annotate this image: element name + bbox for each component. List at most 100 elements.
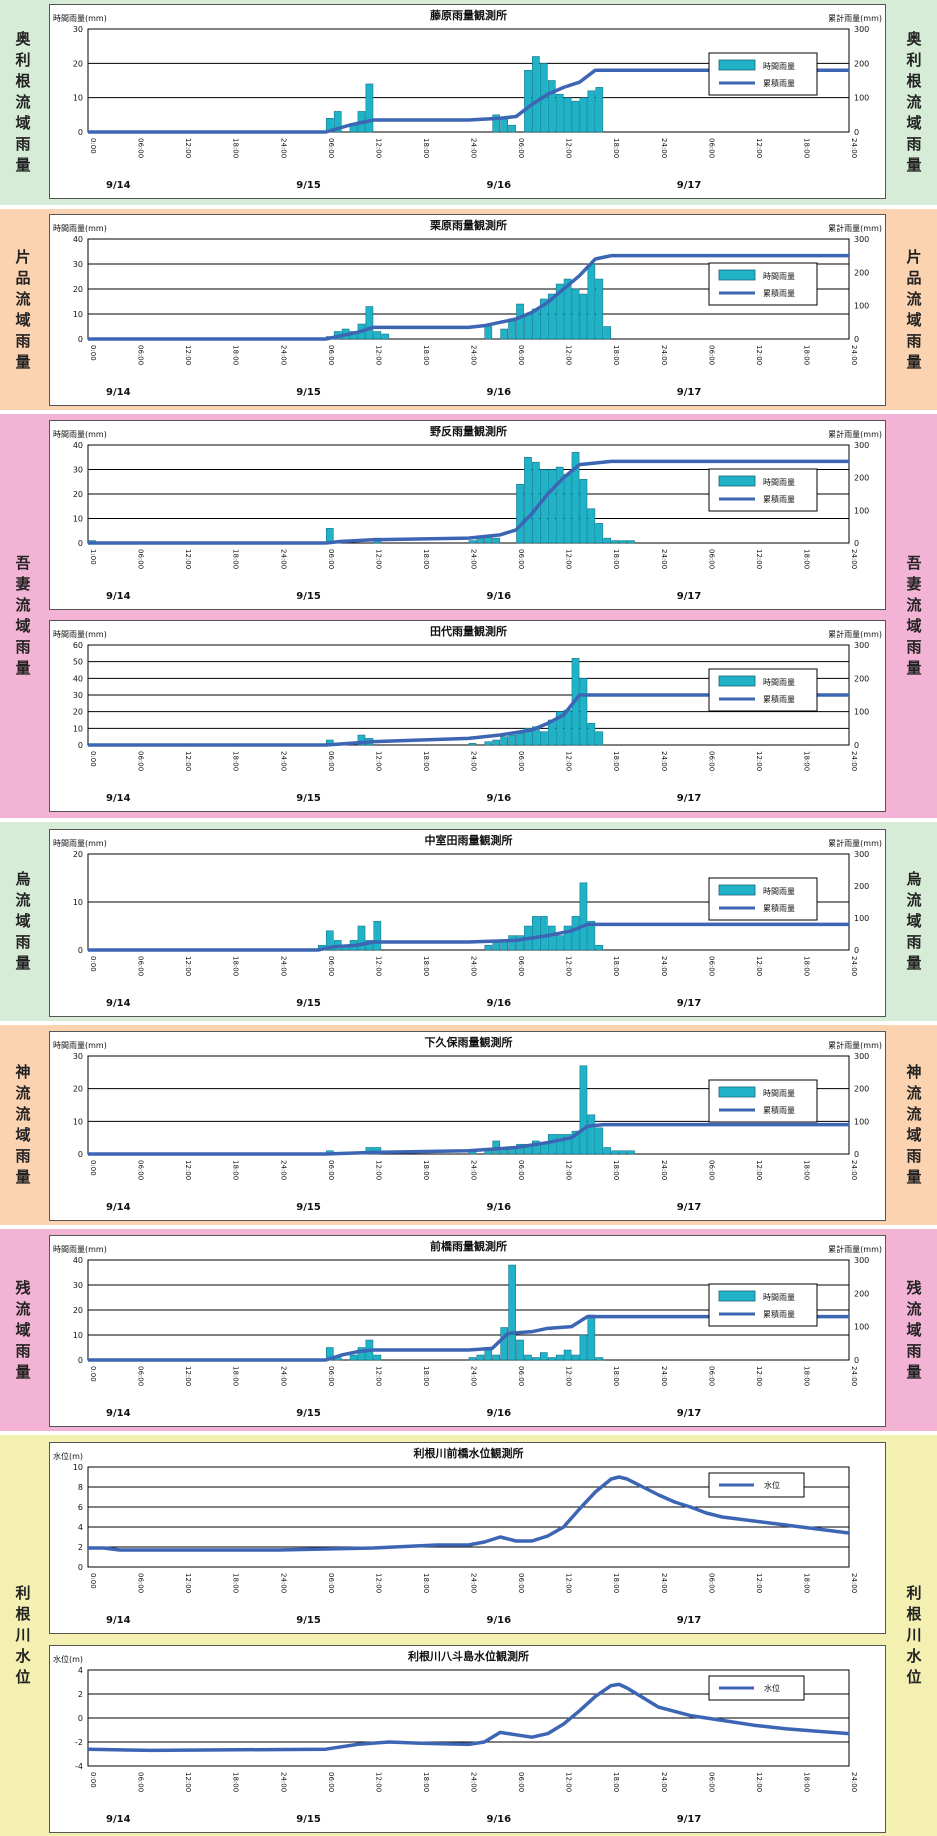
rain-bar	[595, 1357, 604, 1361]
band-label-char: 流	[15, 1084, 31, 1102]
band-label-char: 利	[906, 1584, 922, 1602]
plot-frame	[87, 853, 850, 951]
x-tick-label: 06:00	[707, 956, 715, 976]
band-label-char: 品	[15, 268, 31, 287]
x-tick-label: 12:00	[374, 956, 382, 976]
chart-title: 利根川八斗島水位観測所	[408, 1649, 529, 1663]
x-tick-label: 06:00	[517, 1573, 525, 1593]
band-label-char: 流	[906, 289, 922, 308]
x-tick-label: 1:00	[89, 549, 97, 565]
y-tick-label: 30	[73, 466, 83, 475]
band-label-char: 利	[15, 51, 31, 69]
rain-bar	[587, 723, 596, 746]
x-tick-label: 24:00	[470, 1366, 478, 1386]
x-date-label: 9/17	[677, 387, 702, 398]
band-label-char: 位	[15, 1668, 31, 1686]
legend-box	[708, 52, 818, 96]
band-label-char: 流	[906, 1105, 922, 1123]
y-tick-label: 10	[73, 1117, 83, 1126]
x-tick-label: 12:00	[374, 549, 382, 569]
rain-bar	[579, 479, 588, 544]
x-tick-label: 06:00	[327, 345, 335, 365]
rain-bar	[373, 920, 382, 951]
rain-bar	[539, 1352, 548, 1361]
y-tick-label: 20	[73, 59, 83, 68]
rain-bar	[492, 537, 501, 544]
x-date-label: 9/14	[106, 387, 131, 398]
x-tick-label: 24:00	[279, 549, 287, 569]
plot-frame	[87, 1466, 850, 1568]
band-label-char: 流	[906, 93, 922, 111]
y-tick-label: 10	[73, 515, 83, 524]
y-axis-label-right: 累計雨量(mm)	[828, 1244, 882, 1254]
x-tick-label: 0:00	[89, 138, 97, 154]
y2-tick-label: 200	[854, 882, 869, 891]
legend-rain-label: 時間雨量	[763, 62, 795, 71]
x-date-label: 9/16	[487, 1615, 512, 1626]
band-label-char: 流	[15, 1105, 31, 1123]
x-tick-label: 18:00	[802, 751, 810, 771]
x-tick-label: 06:00	[517, 1160, 525, 1180]
x-tick-label: 24:00	[470, 345, 478, 365]
x-tick-label: 12:00	[374, 1573, 382, 1593]
cumulative-line	[88, 68, 849, 134]
y-tick-label: -2	[75, 1738, 83, 1747]
chart-1: 栗原雨量観測所 時間雨量(mm) 累計雨量(mm) 0 10 20 30 40 0 100 200 3…	[49, 214, 886, 406]
x-date-label: 9/15	[296, 1615, 321, 1626]
y-axis-label-left: 時間雨量(mm)	[53, 1245, 107, 1254]
rain-bar	[357, 925, 366, 951]
x-tick-label: 18:00	[422, 1160, 430, 1180]
rain-bar	[500, 736, 508, 746]
legend-level-label: 水位	[764, 1480, 780, 1490]
cumulative-line	[88, 459, 849, 545]
x-tick-label: 12:00	[565, 138, 573, 158]
y-tick-label: 20	[73, 490, 83, 499]
y-tick-label: 10	[73, 94, 83, 103]
rain-bar	[555, 93, 564, 133]
band-label-left: 烏流域雨量	[2, 822, 44, 1021]
band-agatsuma: 吾妻流域雨量吾妻流域雨量野反雨量観測所 時間雨量(mm) 累計雨量(mm) 0 10 20…	[0, 414, 937, 818]
x-tick-label: 12:00	[565, 1366, 573, 1386]
y-tick-label: 0	[78, 539, 83, 548]
band-label-char: 流	[906, 891, 922, 909]
rain-bar	[365, 83, 374, 133]
band-label-right: 烏流域雨量	[893, 822, 935, 1021]
chart-8: 利根川八斗島水位観測所 水位(m) -4 -2 0 2 4 0:00 06:00 12:00 18:…	[49, 1645, 886, 1833]
rain-bar	[516, 1339, 524, 1361]
rain-bar	[539, 469, 548, 544]
rain-bar	[539, 298, 548, 340]
y2-tick-label: 200	[854, 268, 869, 277]
x-tick-label: 12:00	[755, 1366, 763, 1386]
band-label-right: 片品流域雨量	[893, 209, 935, 410]
legend-cum-label: 累積雨量	[763, 903, 795, 913]
band-label-char: 烏	[15, 870, 31, 888]
band-kanna: 神流流域雨量神流流域雨量下久保雨量観測所 時間雨量(mm) 累計雨量(mm) 0 10 2…	[0, 1025, 937, 1225]
x-tick-label: 12:00	[565, 1772, 573, 1792]
x-tick-label: 24:00	[850, 1366, 858, 1386]
chart-6: 前橋雨量観測所 時間雨量(mm) 累計雨量(mm) 0 10 20 30 40 0 100 200 3…	[49, 1235, 886, 1427]
y-tick-label: 60	[73, 641, 83, 650]
legend: 水位	[708, 1472, 805, 1498]
band-label-char: 根	[15, 1605, 31, 1623]
x-tick-label: 12:00	[755, 751, 763, 771]
legend-bar-swatch	[718, 269, 756, 281]
band-zan: 残流域雨量残流域雨量前橋雨量観測所 時間雨量(mm) 累計雨量(mm) 0 10 20 30…	[0, 1229, 937, 1431]
y2-tick-label: 0	[854, 128, 859, 137]
band-label-char: 域	[15, 114, 31, 132]
x-tick-label: 0:00	[89, 1160, 97, 1176]
y-tick-label: 0	[78, 1150, 83, 1159]
x-date-label: 9/17	[677, 180, 702, 191]
rain-bar	[595, 1127, 604, 1155]
chart-svg: 野反雨量観測所 時間雨量(mm) 累計雨量(mm) 0 10 20 30 40 0 100 200 3…	[53, 424, 882, 602]
legend-box	[708, 262, 818, 306]
y-axis-label-right: 累計雨量(mm)	[828, 838, 882, 848]
y2-tick-label: 300	[854, 1052, 869, 1061]
x-tick-label: 12:00	[374, 345, 382, 365]
band-label-char: 雨	[15, 933, 31, 951]
y-tick-label: 20	[73, 1085, 83, 1094]
legend-cum-label: 累積雨量	[763, 694, 795, 704]
band-label-char: 残	[906, 1278, 922, 1297]
